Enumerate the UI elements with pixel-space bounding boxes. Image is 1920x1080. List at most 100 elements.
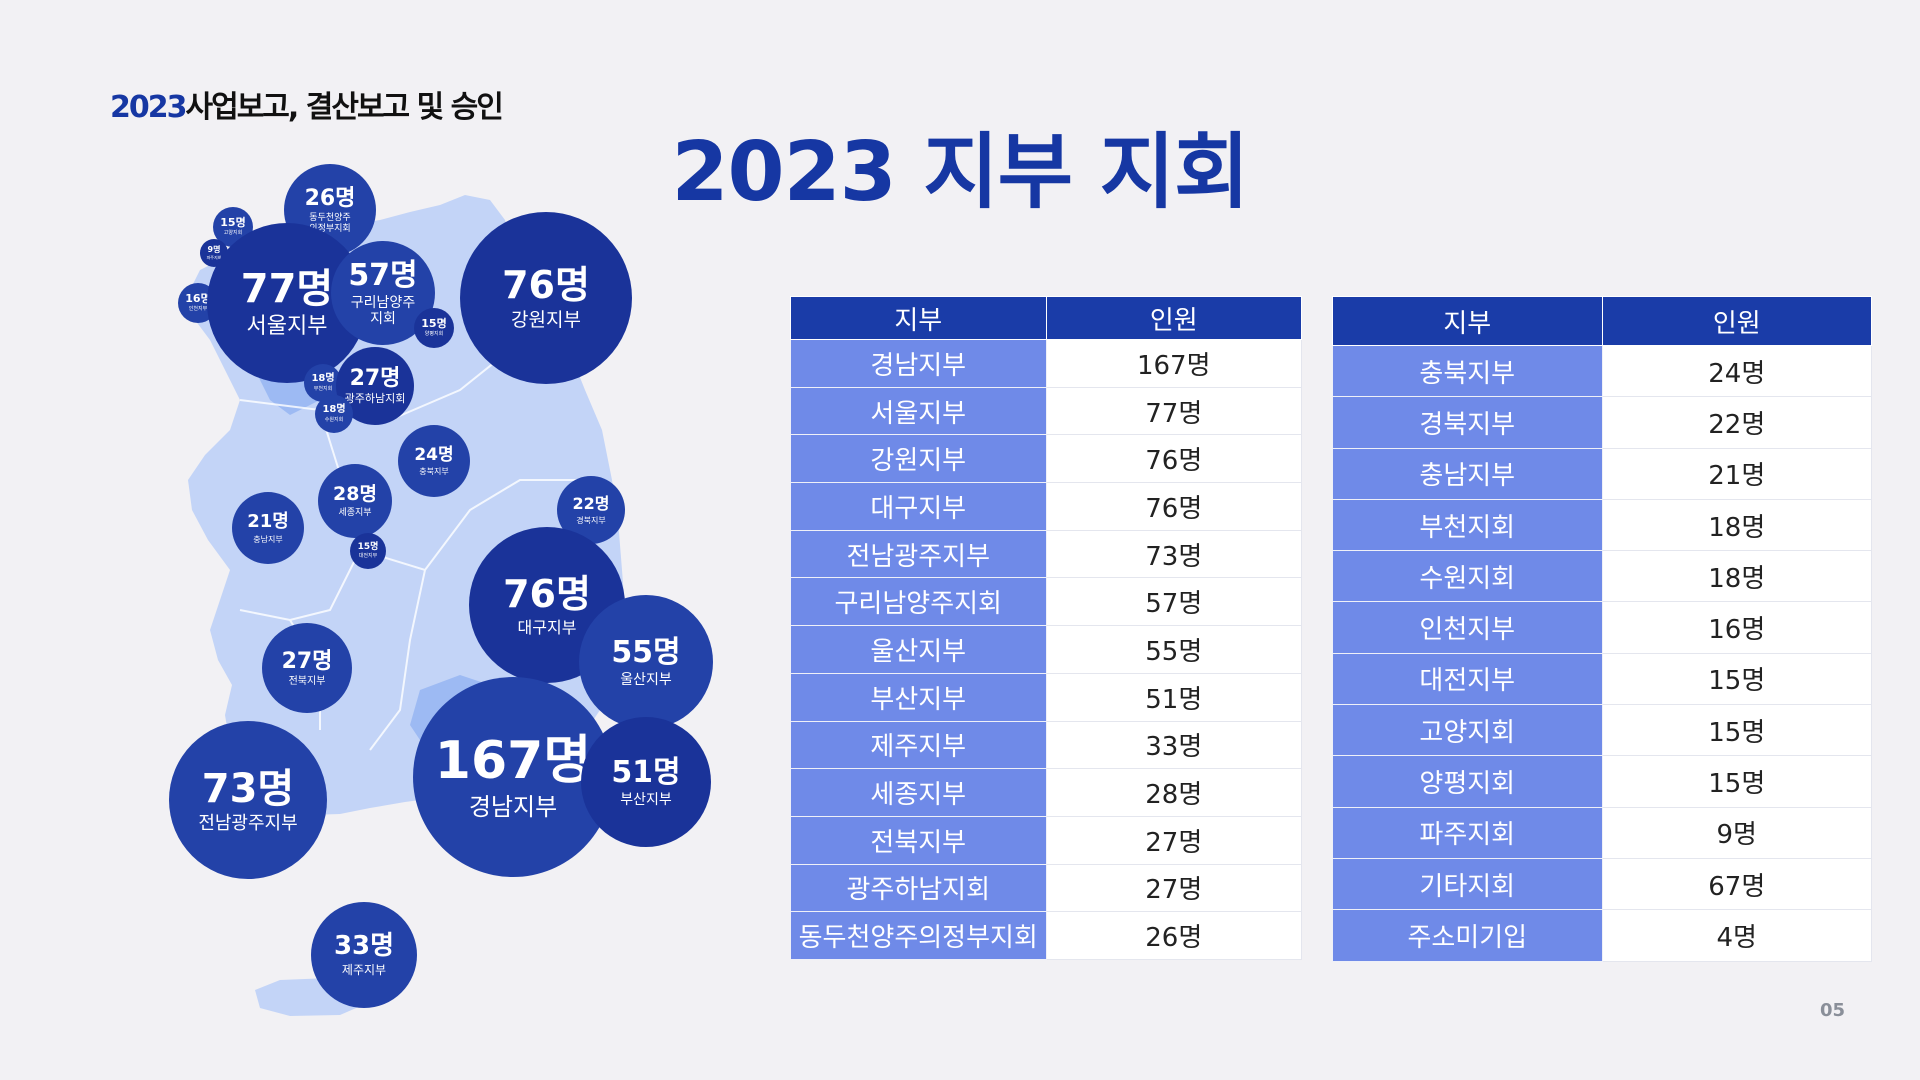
bubble-label: 제주지부 — [341, 963, 387, 978]
table-row: 주소미기입 4명 — [1332, 909, 1872, 962]
bubble-count: 27명 — [281, 648, 333, 674]
table-row: 충남지부 21명 — [1332, 447, 1872, 500]
member-count-cell: 26명 — [1045, 911, 1302, 960]
page-title: 2023 지부 지회 — [671, 125, 1249, 220]
bubble-count: 76명 — [502, 263, 590, 308]
bubble-count: 55명 — [611, 634, 681, 670]
table-row: 제주지부 33명 — [790, 720, 1302, 770]
branch-name-cell: 파주지회 — [1332, 806, 1603, 859]
branch-name-cell: 충남지부 — [1332, 447, 1603, 500]
bubble-label: 동두천양주 의정부지회 — [309, 213, 351, 234]
branch-bubble: 73명 전남광주지부 — [169, 721, 327, 879]
member-count-cell: 28명 — [1045, 768, 1302, 817]
bubble-count: 18명 — [322, 404, 346, 416]
member-count-cell: 18명 — [1601, 498, 1872, 552]
bubble-label: 부산지부 — [620, 792, 672, 809]
page-number: 05 — [1820, 1000, 1846, 1021]
bubble-count: 51명 — [611, 754, 681, 790]
column-header-branch: 지부 — [790, 296, 1047, 340]
bubble-label: 충북지부 — [419, 467, 449, 477]
member-count-cell: 18명 — [1601, 550, 1872, 603]
column-header-members: 인원 — [1045, 296, 1302, 340]
table-row: 전북지부 27명 — [790, 815, 1302, 865]
branch-name-cell: 부천지회 — [1332, 498, 1603, 552]
bubble-label: 전남광주지부 — [198, 812, 298, 834]
branch-name-cell: 전북지부 — [790, 815, 1047, 865]
branch-name-cell: 전남광주지부 — [790, 529, 1047, 579]
bubble-count: 57명 — [348, 257, 418, 293]
bubble-label: 수원지회 — [324, 416, 344, 423]
table-row: 기타지회 67명 — [1332, 857, 1872, 911]
branch-bubble: 18명 수원지회 — [315, 395, 353, 433]
bubble-label: 강원지부 — [511, 308, 581, 331]
branch-name-cell: 구리남양주지회 — [790, 577, 1047, 627]
bubble-count: 77명 — [240, 266, 334, 313]
bubble-count: 22명 — [572, 494, 610, 514]
member-count-cell: 15명 — [1601, 704, 1872, 757]
table-row: 수원지회 18명 — [1332, 550, 1872, 603]
branch-name-cell: 대전지부 — [1332, 652, 1603, 706]
branch-bubble: 167명 경남지부 — [413, 677, 613, 877]
branch-bubble: 33명 제주지부 — [311, 902, 417, 1008]
member-count-cell: 9명 — [1601, 806, 1872, 859]
bubble-label: 세종지부 — [338, 507, 372, 518]
member-count-cell: 4명 — [1601, 909, 1872, 962]
table-row: 대전지부 15명 — [1332, 652, 1872, 706]
bubble-label: 대구지부 — [517, 617, 577, 637]
right-branch-table: 지부 인원 충북지부 24명 경북지부 22명 충남지부 21명 부천지회 18명 수원지회 18… — [1332, 296, 1872, 962]
bubble-label: 양평지회 — [424, 331, 444, 338]
bubble-label: 파주지회 — [206, 255, 222, 261]
left-branch-table: 지부 인원 경남지부 167명 서울지부 77명 강원지부 76명 대구지부 76명 전남광주지… — [790, 296, 1302, 960]
branch-bubble: 76명 강원지부 — [460, 212, 632, 384]
bubble-count: 24명 — [414, 444, 454, 465]
member-count-cell: 15명 — [1601, 755, 1872, 808]
branch-name-cell: 제주지부 — [790, 720, 1047, 770]
member-count-cell: 21명 — [1601, 447, 1872, 500]
table-row: 경북지부 22명 — [1332, 396, 1872, 449]
header-subtitle: 사업보고, 결산보고 및 승인 — [185, 90, 504, 125]
branch-name-cell: 서울지부 — [790, 386, 1047, 436]
table-row: 구리남양주지회 57명 — [790, 577, 1302, 627]
bubble-label: 고양지회 — [223, 230, 243, 237]
branch-name-cell: 광주하남지회 — [790, 863, 1047, 913]
bubble-count: 33명 — [333, 931, 395, 962]
table-row: 인천지부 16명 — [1332, 601, 1872, 654]
branch-name-cell: 세종지부 — [790, 768, 1047, 817]
branch-name-cell: 강원지부 — [790, 434, 1047, 484]
bubble-count: 167명 — [434, 731, 592, 792]
column-header-branch: 지부 — [1332, 296, 1603, 346]
bubble-count: 18명 — [311, 373, 335, 385]
member-count-cell: 77명 — [1045, 386, 1302, 436]
bubble-label: 구리남양주 지회 — [350, 295, 416, 328]
header: 2023사업보고, 결산보고 및 승인 — [110, 82, 504, 126]
table-row: 경남지부 167명 — [790, 339, 1302, 388]
table-row: 광주하남지회 27명 — [790, 863, 1302, 913]
bubble-label: 인천지부 — [188, 306, 208, 313]
bubble-label: 울산지부 — [620, 672, 672, 689]
table-row: 동두천양주의정부지회 26명 — [790, 911, 1302, 960]
member-count-cell: 16명 — [1601, 601, 1872, 654]
branch-bubble: 27명 전북지부 — [262, 623, 352, 713]
branch-bubble: 21명 충남지부 — [232, 492, 304, 564]
table-row: 서울지부 77명 — [790, 386, 1302, 436]
bubble-count: 15명 — [357, 541, 379, 552]
bubble-count: 9명 — [207, 245, 221, 255]
branch-name-cell: 양평지회 — [1332, 755, 1603, 808]
table-row: 양평지회 15명 — [1332, 755, 1872, 808]
member-count-cell: 27명 — [1045, 815, 1302, 865]
bubble-label: 전북지부 — [288, 675, 326, 687]
branch-bubble: 15명 양평지회 — [414, 308, 454, 348]
member-count-cell: 51명 — [1045, 672, 1302, 722]
member-count-cell: 22명 — [1601, 396, 1872, 449]
column-header-members: 인원 — [1601, 296, 1872, 346]
branch-name-cell: 고양지회 — [1332, 704, 1603, 757]
table-row: 파주지회 9명 — [1332, 806, 1872, 859]
bubble-count: 73명 — [201, 765, 295, 812]
branch-name-cell: 경북지부 — [1332, 396, 1603, 449]
branch-name-cell: 경남지부 — [790, 339, 1047, 388]
member-count-cell: 15명 — [1601, 652, 1872, 706]
bubble-count: 16명 — [185, 291, 211, 305]
table-row: 대구지부 76명 — [790, 482, 1302, 531]
